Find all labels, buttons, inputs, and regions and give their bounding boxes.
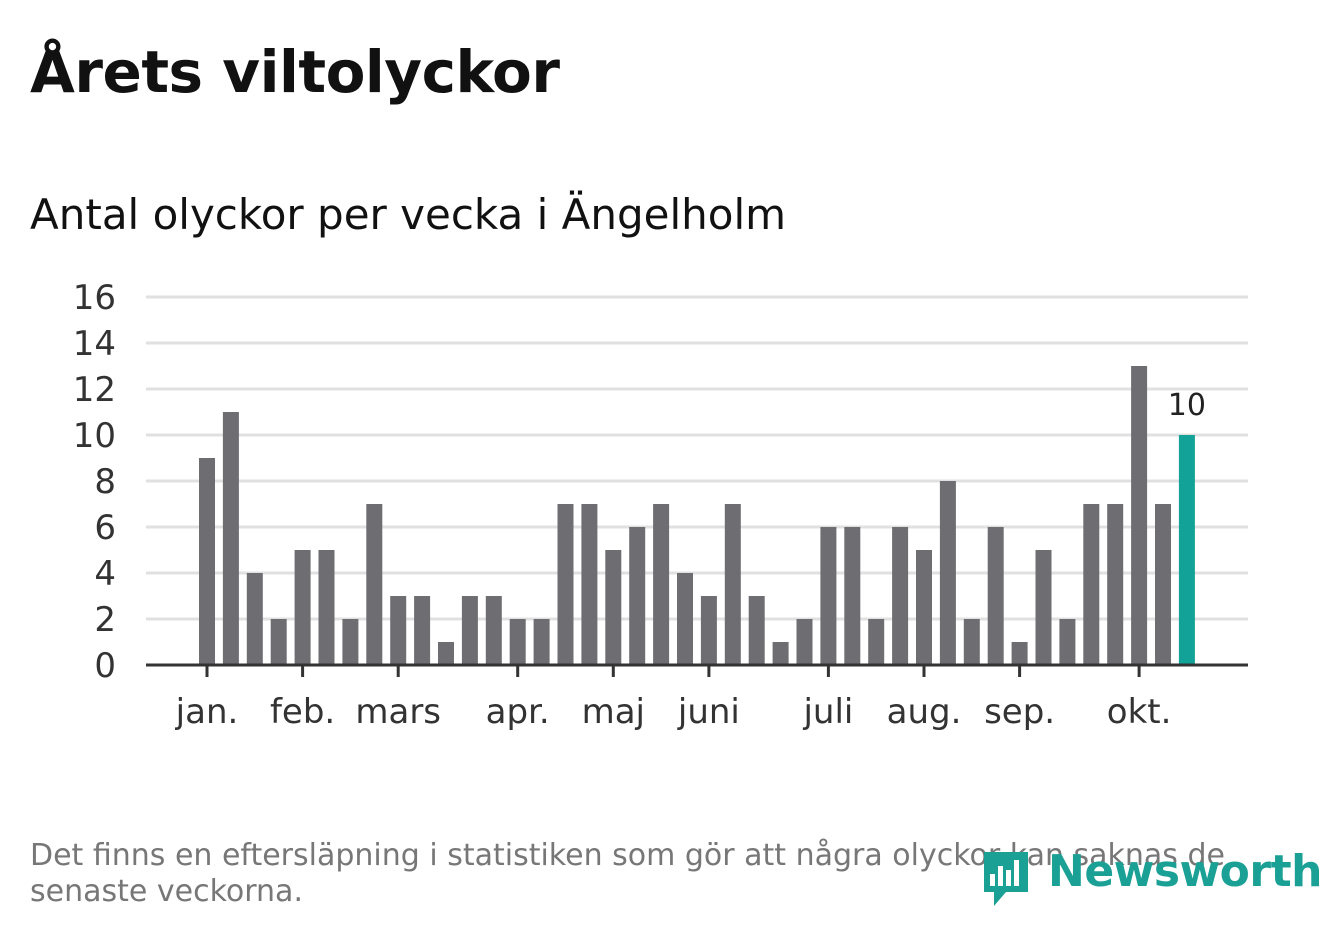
bar	[844, 527, 861, 665]
bar	[366, 504, 383, 665]
bar	[820, 527, 837, 665]
x-tick-label: okt.	[1107, 692, 1172, 732]
y-tick-label: 6	[94, 508, 116, 548]
bar	[1131, 366, 1148, 665]
bar	[390, 596, 407, 665]
bar	[557, 504, 574, 665]
logo-text[interactable]: Newsworthy	[1048, 846, 1322, 897]
bar	[724, 504, 741, 665]
bar	[270, 619, 287, 665]
chart-title: Årets viltolyckor	[30, 38, 560, 106]
bar	[222, 412, 239, 665]
bar	[916, 550, 932, 665]
bar	[1083, 504, 1100, 665]
bar	[461, 596, 478, 665]
chart-subtitle: Antal olyckor per vecka i Ängelholm	[30, 190, 787, 239]
bar	[605, 550, 622, 665]
bar	[318, 550, 335, 665]
highlight-value-label: 10	[1168, 388, 1206, 423]
x-tick-label: sep.	[984, 692, 1055, 732]
bar	[677, 573, 693, 665]
bar	[199, 458, 215, 665]
bar	[581, 504, 598, 665]
bar	[748, 596, 765, 665]
x-tick-label: jan.	[175, 692, 239, 732]
y-tick-label: 14	[73, 324, 116, 364]
bars: 10	[199, 366, 1206, 665]
gridlines	[146, 295, 1248, 621]
bar-highlight	[1178, 435, 1195, 665]
bar	[414, 596, 431, 665]
y-tick-label: 0	[94, 646, 116, 686]
bar	[509, 619, 526, 665]
bar	[246, 573, 263, 665]
bar	[1035, 550, 1052, 665]
y-tick-label: 10	[73, 416, 116, 456]
bar	[796, 619, 813, 665]
bar	[1011, 642, 1028, 665]
x-tick-label: feb.	[270, 692, 335, 732]
bar	[438, 642, 454, 665]
bar	[892, 527, 909, 665]
x-tick-label: mars	[355, 692, 441, 732]
bar	[700, 596, 717, 665]
y-tick-label: 12	[73, 370, 116, 410]
bar	[342, 619, 359, 665]
bar	[629, 527, 646, 665]
bar	[533, 619, 550, 665]
bar-chart: 0 2 4 6 8 10 12 14 16 10 jan. feb. mars apr. maj juni…	[73, 278, 1248, 732]
bar	[939, 481, 956, 665]
y-tick-label: 4	[94, 554, 116, 594]
bar	[963, 619, 980, 665]
x-tick-label: apr.	[486, 692, 550, 732]
y-tick-label: 8	[94, 462, 116, 502]
x-tick-label: juni	[677, 692, 740, 732]
x-tick-label: aug.	[887, 692, 962, 732]
bar	[653, 504, 670, 665]
y-axis-ticks: 0 2 4 6 8 10 12 14 16	[73, 278, 116, 686]
bar	[772, 642, 789, 665]
x-tick-label: maj	[582, 692, 645, 732]
bar	[1107, 504, 1124, 665]
bar	[294, 550, 311, 665]
x-axis-ticks: jan. feb. mars apr. maj juni juli aug. sep. okt.	[146, 663, 1248, 732]
x-tick-label: juli	[802, 692, 853, 732]
bar-chart-speech-icon	[984, 852, 1028, 906]
y-tick-label: 16	[73, 278, 116, 318]
bar	[485, 596, 502, 665]
y-tick-label: 2	[94, 600, 116, 640]
bar	[1155, 504, 1171, 665]
bar	[868, 619, 885, 665]
bar	[1059, 619, 1076, 665]
bar	[987, 527, 1004, 665]
